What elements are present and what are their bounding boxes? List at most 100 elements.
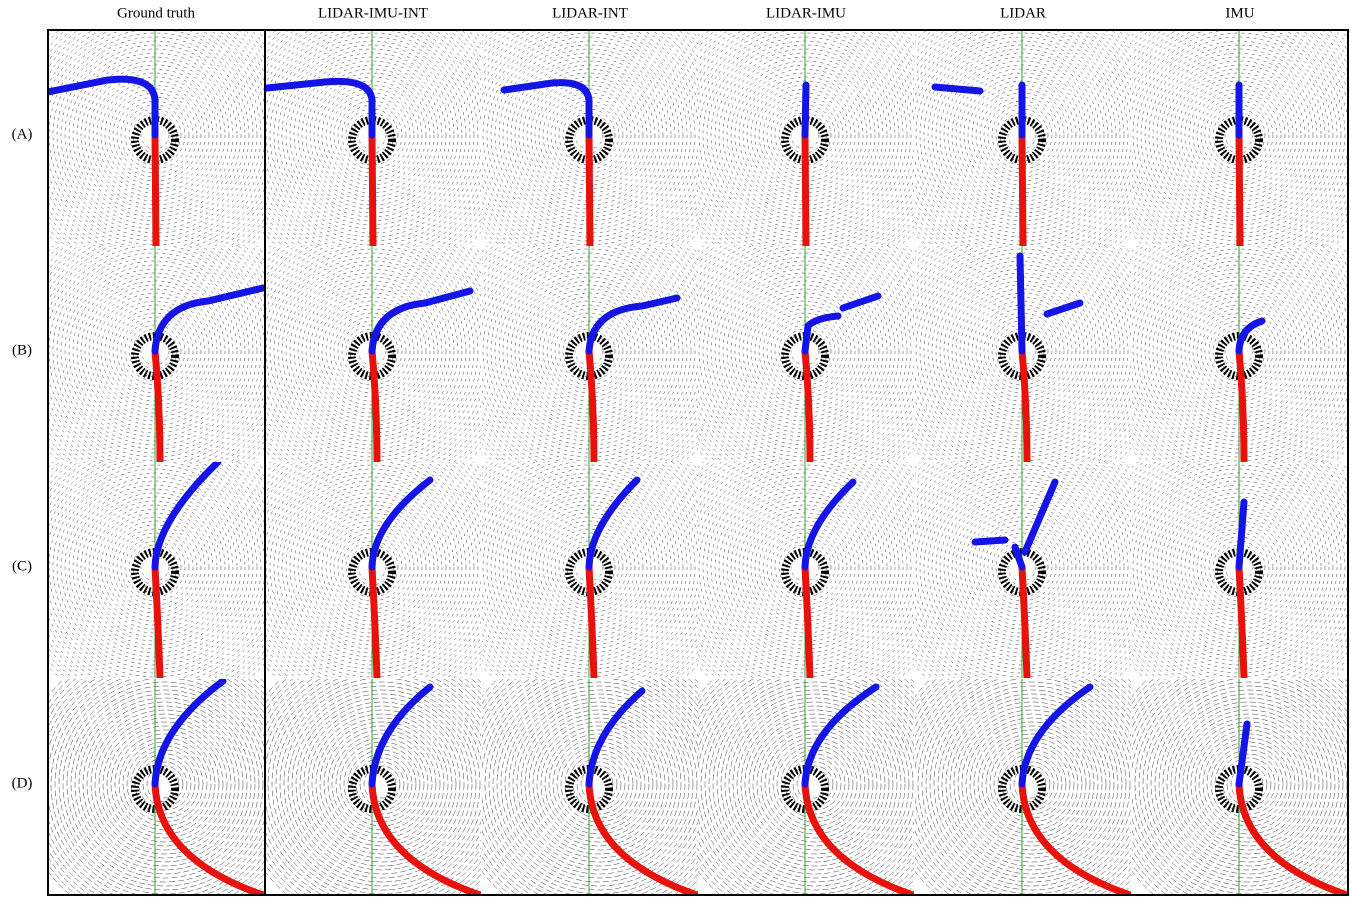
- scan-ring: [47, 666, 283, 896]
- predicted-trajectory: [843, 296, 878, 308]
- scan-ring: [958, 710, 1106, 858]
- scan-ring: [280, 682, 484, 886]
- scan-ring: [497, 682, 701, 886]
- scan-ring: [922, 674, 1142, 894]
- past-trajectory: [589, 351, 594, 462]
- scan-ring: [252, 654, 512, 896]
- scan-ring: [35, 654, 295, 896]
- scan-ring: [1105, 217, 1351, 485]
- scan-ring: [713, 682, 917, 886]
- scan-ring: [1147, 682, 1351, 886]
- scan-ring: [509, 694, 689, 874]
- predicted-trajectory: [1020, 256, 1022, 351]
- column-header: LIDAR: [1000, 5, 1046, 21]
- predicted-trajectory: [935, 87, 980, 91]
- past-trajectory: [1239, 135, 1240, 246]
- scan-ring: [63, 682, 267, 886]
- scan-ring: [914, 666, 1150, 896]
- past-trajectory: [155, 351, 160, 462]
- scan-panel: [226, 0, 518, 281]
- column-header: LIDAR-IMU: [766, 5, 846, 21]
- scan-ring: [87, 706, 243, 862]
- predicted-trajectory: [372, 480, 430, 567]
- past-trajectory: [1022, 135, 1023, 246]
- scan-ring: [942, 694, 1122, 874]
- scan-ring: [75, 694, 255, 874]
- scan-ring: [304, 706, 460, 862]
- scan-ring: [745, 714, 885, 854]
- scan-ring: [529, 714, 669, 854]
- figure: Ground truthLIDAR-IMU-INTLIDAR-INTLIDAR-…: [0, 0, 1351, 896]
- scan-ring: [240, 642, 524, 896]
- predicted-trajectory: [155, 462, 218, 567]
- scan-ring: [513, 698, 685, 870]
- scan-panel: [876, 421, 1168, 713]
- predicted-trajectory: [805, 687, 876, 784]
- past-trajectory: [155, 567, 160, 678]
- scan-ring: [962, 714, 1102, 854]
- scan-ring: [308, 710, 456, 858]
- scan-ring: [673, 642, 957, 896]
- past-trajectory: [805, 351, 810, 462]
- past-trajectory: [372, 135, 373, 246]
- scan-ring: [954, 706, 1110, 862]
- scan-ring: [39, 658, 291, 896]
- scan-ring: [292, 694, 472, 874]
- scan-panel: [659, 205, 951, 497]
- scan-panel: [443, 0, 735, 281]
- scan-panel: [443, 205, 735, 497]
- past-trajectory: [805, 135, 806, 246]
- row-label: (C): [12, 558, 32, 574]
- scan-ring: [689, 658, 941, 896]
- scan-ring: [1109, 437, 1351, 697]
- row-label: (D): [12, 775, 33, 791]
- scan-ring: [1101, 213, 1351, 489]
- scan-ring: [91, 710, 239, 858]
- scan-panel: [659, 421, 951, 713]
- past-trajectory: [1239, 351, 1244, 462]
- scan-ring: [717, 686, 913, 882]
- column-header: LIDAR-INT: [552, 5, 628, 21]
- scan-ring: [481, 666, 717, 896]
- scan-ring: [521, 706, 677, 862]
- scan-ring: [685, 654, 945, 896]
- scan-ring: [284, 686, 480, 882]
- predicted-trajectory: [805, 85, 806, 135]
- scan-ring: [67, 686, 263, 882]
- scan-ring: [557, 742, 641, 826]
- column-header: Ground truth: [117, 5, 195, 21]
- scan-ring: [79, 698, 251, 870]
- past-trajectory: [1239, 567, 1244, 678]
- past-trajectory: [372, 567, 377, 678]
- scan-ring: [902, 654, 1162, 896]
- scan-panel: [1093, 0, 1351, 281]
- scan-ring: [296, 698, 468, 870]
- scan-ring: [1105, 433, 1351, 701]
- scan-ring: [1151, 686, 1347, 882]
- scan-panel: [9, 205, 301, 497]
- row-label: (A): [12, 126, 33, 142]
- past-trajectory: [589, 135, 590, 246]
- scan-panel: [443, 421, 735, 713]
- row-label: (B): [12, 342, 32, 358]
- scan-ring: [733, 702, 897, 866]
- scan-ring: [1097, 0, 1351, 277]
- scan-ring: [123, 742, 207, 826]
- scan-ring: [489, 674, 709, 894]
- scan-panel: [1093, 205, 1351, 497]
- scan-ring: [469, 654, 729, 896]
- scan-panel: [9, 0, 301, 281]
- scan-ring: [693, 662, 937, 896]
- scan-ring: [1109, 221, 1351, 481]
- scan-ring: [729, 698, 901, 870]
- past-trajectory: [372, 351, 377, 462]
- scan-panel: [226, 421, 518, 713]
- scan-panel: [876, 0, 1168, 281]
- scan-ring: [705, 674, 925, 894]
- scan-ring: [1101, 0, 1351, 273]
- past-trajectory: [589, 567, 594, 678]
- scan-panel: [1103, 638, 1351, 896]
- scan-ring: [300, 702, 464, 866]
- scan-panel: [659, 0, 951, 281]
- scan-ring: [473, 658, 725, 896]
